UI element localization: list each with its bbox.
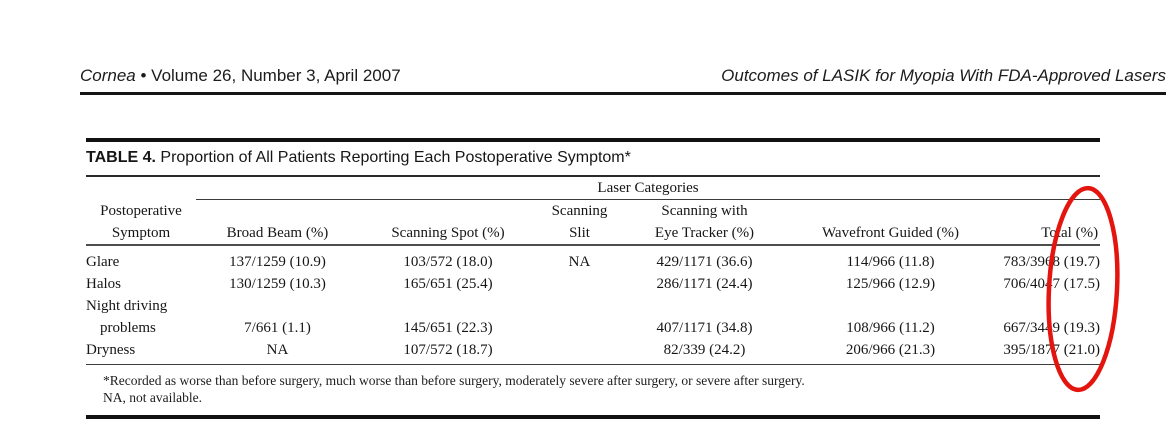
col-header-wavefront-guided: Wavefront Guided (%) [787,199,994,246]
col-header-line2: Slit [569,225,590,241]
group-header-row: Laser Categories [86,177,1101,200]
col-header-line1: Scanning [551,203,608,219]
col-header-line2: Wavefront Guided (%) [821,225,960,241]
cell: 137/1259 (10.9) [229,254,326,270]
cell: 130/1259 (10.3) [229,276,326,292]
col-header-line2: Total (%) [1041,225,1099,241]
table-block: TABLE 4. Proportion of All Patients Repo… [86,138,1101,419]
footnote-recorded: *Recorded as worse than before surgery, … [103,373,805,388]
table-bottom-rule [86,415,1100,419]
table-row-glare: Glare 137/1259 (10.9) 103/572 (18.0) NA … [86,245,1100,273]
row-label: Night driving problems [86,295,196,339]
cell: 206/966 (21.3) [787,339,994,365]
col-header-total: Total (%) [994,199,1101,246]
cell: 145/651 (22.3) [403,320,493,336]
journal-name: Cornea [80,66,136,85]
cell: 165/651 (25.4) [403,276,493,292]
col-header-line2: Eye Tracker (%) [654,225,755,241]
cell: 783/3968 (19.7) [1003,254,1101,270]
col-header-line1: Postoperative [100,203,182,219]
cell: 107/572 (18.7) [359,339,537,365]
spacer-cell [86,177,196,200]
running-head: Cornea • Volume 26, Number 3, April 2007… [80,66,1166,86]
running-head-rule [80,92,1166,95]
table-footnotes: *Recorded as worse than before surgery, … [86,365,1100,406]
cell [537,273,622,295]
column-header-row: Postoperative Symptom Broad Beam (%) Sca… [86,199,1101,246]
cell: NA [196,339,359,365]
col-header-line1: Scanning with [661,203,748,219]
cell: 395/1877 (21.0) [994,339,1101,365]
table-top-rule [86,138,1100,142]
table-caption: TABLE 4. Proportion of All Patients Repo… [86,142,1100,175]
row-label-line2: problems [100,320,156,336]
group-header-laser-categories: Laser Categories [196,177,1101,200]
cell: 429/1171 (36.6) [656,254,753,270]
col-header-postoperative-symptom: Postoperative Symptom [86,199,196,246]
cell: 407/1171 (34.8) [656,320,753,336]
table-row-halos: Halos 130/1259 (10.3) 165/651 (25.4) 286… [86,273,1100,295]
cell: 108/966 (11.2) [846,320,935,336]
row-label: Dryness [86,339,196,365]
cell: 706/4047 (17.5) [1003,276,1101,292]
cell: 667/3449 (19.3) [1003,320,1101,336]
row-label-line1: Glare [86,254,120,270]
cell: 114/966 (11.8) [846,254,935,270]
col-header-scanning-slit: Scanning Slit [537,199,622,246]
cell: 82/339 (24.2) [622,339,787,365]
table-row-night-driving: Night driving problems 7/661 (1.1) 145/6… [86,295,1100,339]
col-header-line2: Scanning Spot (%) [391,225,505,241]
caption-rule [86,175,1100,177]
col-header-line2: Broad Beam (%) [226,225,329,241]
col-header-scanning-eye-tracker: Scanning with Eye Tracker (%) [622,199,787,246]
row-label-line1: Night driving [86,298,168,314]
row-label: Glare [86,245,196,273]
cell: 125/966 (12.9) [845,276,936,292]
table-row-dryness: Dryness NA 107/572 (18.7) 82/339 (24.2) … [86,339,1101,365]
cell: NA [568,254,591,270]
cell [537,295,622,339]
cell: 103/572 (18.0) [403,254,493,270]
row-label: Halos [86,273,196,295]
row-label-line1: Dryness [86,342,136,358]
cell: 7/661 (1.1) [244,320,311,336]
running-head-left: Cornea • Volume 26, Number 3, April 2007 [80,66,401,86]
col-header-line2: Symptom [111,225,171,241]
table-label: TABLE 4. [86,149,156,166]
row-label-line1: Halos [86,276,121,292]
article-title: Outcomes of LASIK for Myopia With FDA-Ap… [721,66,1166,85]
footnote-na: NA, not available. [103,389,202,405]
cell: 286/1171 (24.4) [656,276,753,292]
cell [537,339,622,365]
issue-info: Volume 26, Number 3, April 2007 [151,66,401,85]
data-table: Laser Categories Postoperative Symptom B… [86,177,1101,365]
table-caption-text: Proportion of All Patients Reporting Eac… [160,149,631,166]
col-header-broad-beam: Broad Beam (%) [196,199,359,246]
separator-bullet: • [135,66,152,85]
col-header-scanning-spot: Scanning Spot (%) [359,199,537,246]
